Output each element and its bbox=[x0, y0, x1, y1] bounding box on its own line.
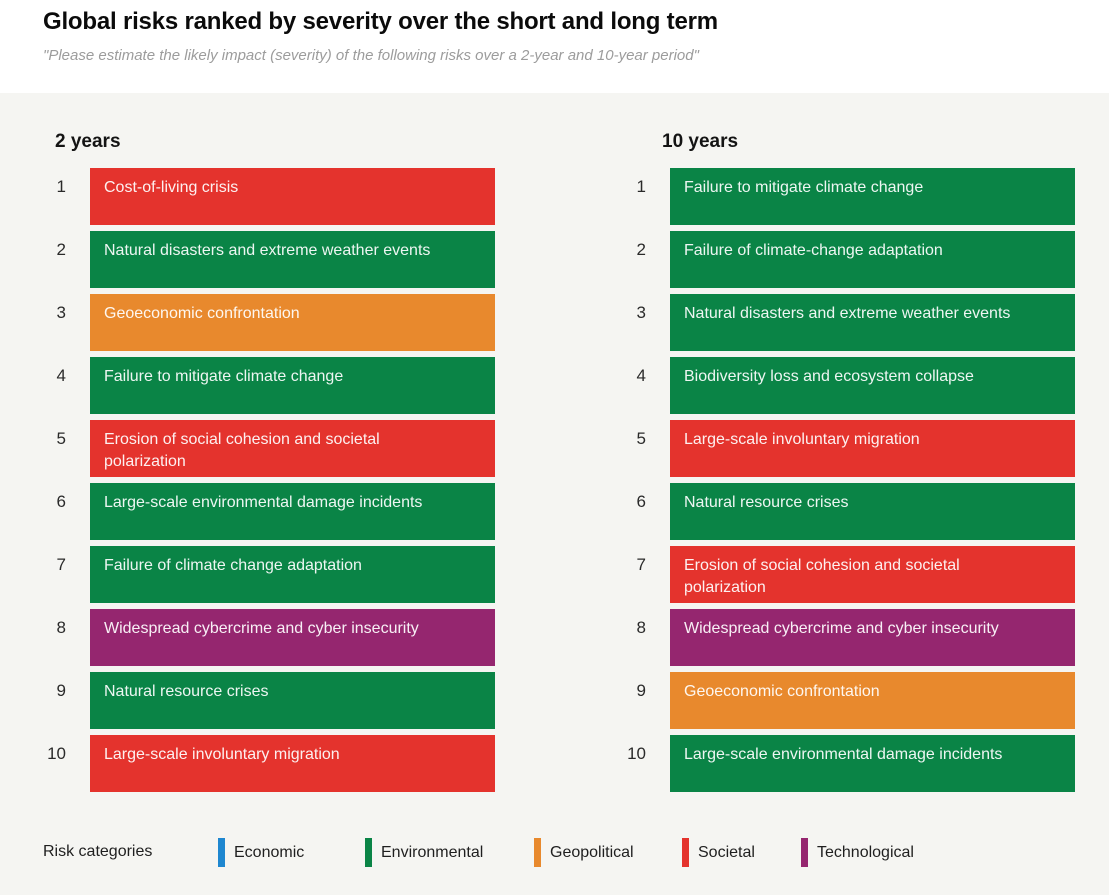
risk-row: 9 Geoeconomic confrontation bbox=[637, 672, 1075, 729]
risk-bar: Failure to mitigate climate change bbox=[90, 357, 495, 414]
risk-row: 5 Erosion of social cohesion and societa… bbox=[57, 420, 495, 477]
legend-item-technological: Technological bbox=[801, 838, 914, 867]
risk-bar: Natural disasters and extreme weather ev… bbox=[670, 294, 1075, 351]
risk-row: 2 Natural disasters and extreme weather … bbox=[57, 231, 495, 288]
risk-bar: Large-scale involuntary migration bbox=[90, 735, 495, 792]
risk-row: 3 Natural disasters and extreme weather … bbox=[637, 294, 1075, 351]
rank-number: 5 bbox=[56, 429, 66, 448]
technological-color-swatch bbox=[801, 838, 808, 867]
legend-item-economic: Economic bbox=[218, 838, 304, 867]
risk-row: 6 Large-scale environmental damage incid… bbox=[57, 483, 495, 540]
risk-bar: Widespread cybercrime and cyber insecuri… bbox=[670, 609, 1075, 666]
rank-number: 5 bbox=[636, 429, 646, 448]
risk-bar: Large-scale involuntary migration bbox=[670, 420, 1075, 477]
risk-row: 3 Geoeconomic confrontation bbox=[57, 294, 495, 351]
risk-row: 1 Cost-of-living crisis bbox=[57, 168, 495, 225]
survey-question-subtitle: "Please estimate the likely impact (seve… bbox=[43, 47, 699, 64]
rank-number: 7 bbox=[56, 555, 66, 574]
rank-number: 10 bbox=[47, 744, 66, 763]
societal-color-swatch bbox=[682, 838, 689, 867]
rank-number: 4 bbox=[636, 366, 646, 385]
rank-number: 1 bbox=[636, 177, 646, 196]
rank-number: 2 bbox=[636, 240, 646, 259]
risk-bar: Large-scale environmental damage inciden… bbox=[670, 735, 1075, 792]
risk-bar: Cost-of-living crisis bbox=[90, 168, 495, 225]
risk-row: 1 Failure to mitigate climate change bbox=[637, 168, 1075, 225]
rank-number: 8 bbox=[636, 618, 646, 637]
risk-row: 7 Erosion of social cohesion and societa… bbox=[637, 546, 1075, 603]
rank-number: 10 bbox=[627, 744, 646, 763]
rank-number: 1 bbox=[56, 177, 66, 196]
risk-row: 9 Natural resource crises bbox=[57, 672, 495, 729]
column-heading-10-years: 10 years bbox=[662, 131, 739, 152]
risk-bar: Biodiversity loss and ecosystem collapse bbox=[670, 357, 1075, 414]
rank-number: 2 bbox=[56, 240, 66, 259]
risk-row: 10 Large-scale involuntary migration bbox=[47, 735, 495, 792]
legend-label: Environmental bbox=[381, 843, 484, 861]
risk-bar: Natural resource crises bbox=[90, 672, 495, 729]
risk-row: 4 Biodiversity loss and ecosystem collap… bbox=[637, 357, 1075, 414]
legend-label: Economic bbox=[234, 843, 305, 861]
rank-number: 8 bbox=[56, 618, 66, 637]
ranking-column-2-years: 1 Cost-of-living crisis 2 Natural disast… bbox=[47, 168, 495, 798]
rank-number: 9 bbox=[636, 681, 646, 700]
rank-number: 3 bbox=[636, 303, 646, 322]
risk-bar: Natural resource crises bbox=[670, 483, 1075, 540]
legend-label: Technological bbox=[817, 843, 914, 861]
legend-title: Risk categories bbox=[43, 843, 153, 860]
environmental-color-swatch bbox=[365, 838, 372, 867]
ranking-column-10-years: 1 Failure to mitigate climate change 2 F… bbox=[627, 168, 1075, 798]
risk-bar: Failure to mitigate climate change bbox=[670, 168, 1075, 225]
risk-row: 7 Failure of climate change adaptation bbox=[57, 546, 495, 603]
risk-bar: Failure of climate change adaptation bbox=[90, 546, 495, 603]
legend-item-environmental: Environmental bbox=[365, 838, 483, 867]
risk-row: 5 Large-scale involuntary migration bbox=[637, 420, 1075, 477]
legend-label: Geopolitical bbox=[550, 843, 634, 861]
risk-bar: Geoeconomic confrontation bbox=[670, 672, 1075, 729]
legend-item-geopolitical: Geopolitical bbox=[534, 838, 634, 867]
column-heading-2-years: 2 years bbox=[55, 131, 121, 152]
chart-panel: 2 years 10 years 1 Cost-of-living crisis… bbox=[0, 93, 1109, 895]
risk-row: 4 Failure to mitigate climate change bbox=[57, 357, 495, 414]
legend-item-societal: Societal bbox=[682, 838, 755, 867]
page-title: Global risks ranked by severity over the… bbox=[43, 8, 718, 35]
risk-row: 8 Widespread cybercrime and cyber insecu… bbox=[57, 609, 495, 666]
risk-row: 10 Large-scale environmental damage inci… bbox=[627, 735, 1075, 792]
risk-row: 8 Widespread cybercrime and cyber insecu… bbox=[637, 609, 1075, 666]
risk-bar: Geoeconomic confrontation bbox=[90, 294, 495, 351]
risk-bar: Widespread cybercrime and cyber insecuri… bbox=[90, 609, 495, 666]
risk-row: 6 Natural resource crises bbox=[637, 483, 1075, 540]
rank-number: 4 bbox=[56, 366, 66, 385]
geopolitical-color-swatch bbox=[534, 838, 541, 867]
risk-bar: Large-scale environmental damage inciden… bbox=[90, 483, 495, 540]
rank-number: 9 bbox=[56, 681, 66, 700]
rank-number: 3 bbox=[56, 303, 66, 322]
risk-bar: Natural disasters and extreme weather ev… bbox=[90, 231, 495, 288]
rank-number: 6 bbox=[56, 492, 66, 511]
risk-bar: Failure of climate-change adaptation bbox=[670, 231, 1075, 288]
legend-label: Societal bbox=[698, 843, 755, 861]
risk-bar: Erosion of social cohesion and societal … bbox=[670, 546, 1075, 603]
economic-color-swatch bbox=[218, 838, 225, 867]
rank-number: 6 bbox=[636, 492, 646, 511]
rank-number: 7 bbox=[636, 555, 646, 574]
risk-bar: Erosion of social cohesion and societal … bbox=[90, 420, 495, 477]
risk-row: 2 Failure of climate-change adaptation bbox=[637, 231, 1075, 288]
